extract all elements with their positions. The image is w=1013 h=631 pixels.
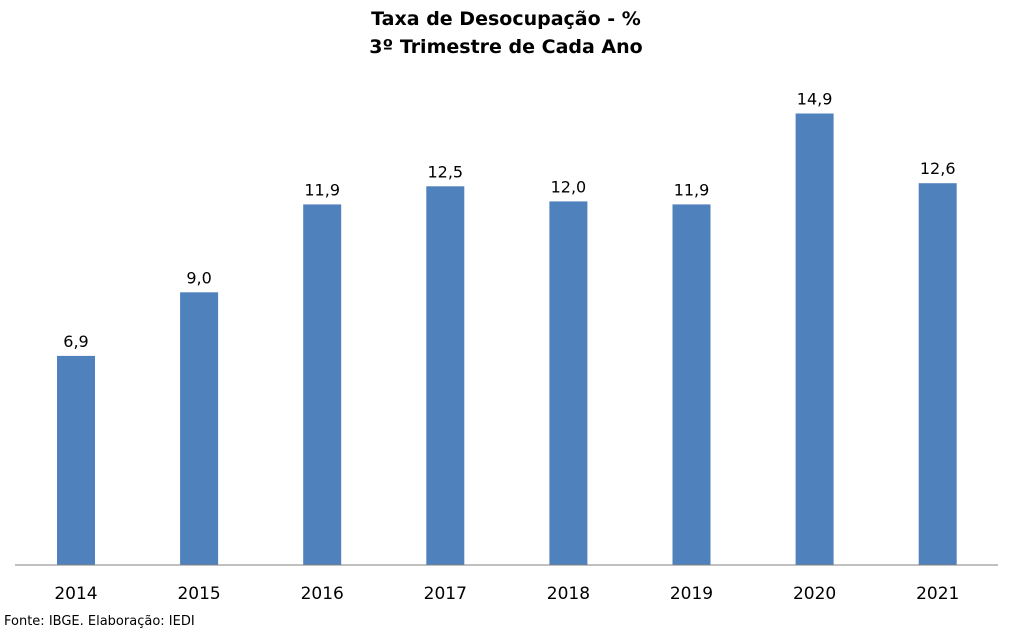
chart-title: Taxa de Desocupação - % <box>371 8 641 30</box>
chart-subtitle: 3º Trimestre de Cada Ano <box>369 36 642 58</box>
data-label-2015: 9,0 <box>186 268 211 287</box>
x-tick-labels-group: 2014 2015 2016 2017 2018 2019 2020 2021 <box>54 584 959 604</box>
data-label-2019: 11,9 <box>674 180 710 199</box>
bar-2019 <box>672 204 711 565</box>
bar-2020 <box>795 113 834 565</box>
bar-2016 <box>303 204 342 565</box>
bar-2018 <box>549 201 588 565</box>
x-tick-label-2015: 2015 <box>177 584 220 604</box>
data-label-2016: 11,9 <box>304 180 340 199</box>
data-label-2018: 12,0 <box>551 177 587 196</box>
data-label-2020: 14,9 <box>797 90 833 109</box>
x-tick-label-2016: 2016 <box>301 584 344 604</box>
data-label-2017: 12,5 <box>427 162 463 181</box>
x-tick-label-2014: 2014 <box>54 584 97 604</box>
bar-2021 <box>918 183 957 565</box>
data-label-2021: 12,6 <box>920 159 956 178</box>
x-tick-label-2018: 2018 <box>547 584 590 604</box>
bar-2014 <box>57 355 95 565</box>
bars-group <box>57 113 957 566</box>
x-tick-label-2017: 2017 <box>424 584 467 604</box>
data-labels-group: 6,9 9,0 11,9 12,5 12,0 11,9 14,9 12,6 <box>63 90 955 351</box>
x-tick-label-2021: 2021 <box>916 584 959 604</box>
data-label-2014: 6,9 <box>63 332 88 351</box>
x-tick-label-2020: 2020 <box>793 584 836 604</box>
source-note: Fonte: IBGE. Elaboração: IEDI <box>4 614 195 629</box>
x-tick-label-2019: 2019 <box>670 584 713 604</box>
bar-2017 <box>426 186 465 566</box>
bar-2015 <box>180 292 219 565</box>
